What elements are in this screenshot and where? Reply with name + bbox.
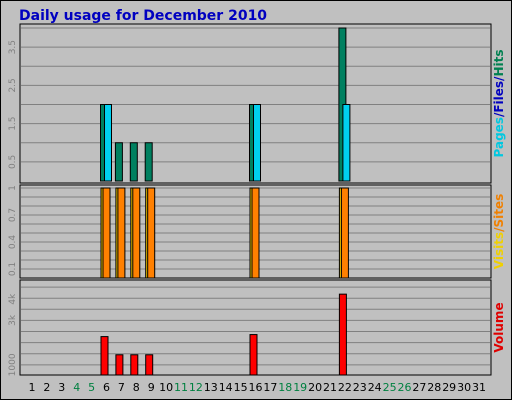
y-tick-label: 3k — [8, 314, 18, 326]
x-tick-label-day-13: 13 — [204, 381, 218, 394]
y-tick-label: 0.1 — [8, 262, 18, 276]
x-tick-label-day-28: 28 — [427, 381, 441, 394]
x-tick-label-day-17: 17 — [263, 381, 277, 394]
axis-title-part: Pages — [492, 117, 506, 157]
bar-volume-day-8 — [130, 354, 139, 376]
x-tick-label-day-6: 6 — [103, 381, 110, 394]
bar-sites-day-7 — [117, 187, 126, 279]
visits-panel-axis-title: Visits/Sites — [492, 194, 506, 270]
bar-hits-day-8 — [129, 142, 138, 182]
x-tick-label-day-1: 1 — [29, 381, 36, 394]
x-tick-label-day-23: 23 — [353, 381, 367, 394]
y-tick-label: 1000 — [8, 353, 18, 376]
x-tick-label-day-5: 5 — [88, 381, 95, 394]
x-tick-label-day-10: 10 — [159, 381, 173, 394]
volume-panel-plot-area — [19, 279, 492, 376]
x-tick-label-day-15: 15 — [234, 381, 248, 394]
x-tick-label-day-4: 4 — [73, 381, 80, 394]
x-axis-labels: 1 2 3 4 5 6 7 8 9 10 11 12 13 14 15 16 17 18 19 20 21 22 23 24 2… — [29, 381, 487, 394]
axis-title-part: Sites — [492, 194, 506, 228]
x-tick-label-day-19: 19 — [293, 381, 307, 394]
bar-sites-day-6 — [102, 187, 111, 279]
x-tick-label-day-7: 7 — [118, 381, 125, 394]
x-tick-label-day-21: 21 — [323, 381, 337, 394]
bar-volume-day-9 — [145, 354, 154, 376]
bar-volume-day-7 — [115, 354, 124, 376]
x-tick-label-day-18: 18 — [278, 381, 292, 394]
x-tick-label-day-27: 27 — [412, 381, 426, 394]
y-tick-label: 4k — [8, 293, 18, 305]
x-tick-label-day-29: 29 — [442, 381, 456, 394]
axis-title-part: / — [492, 76, 506, 81]
x-tick-label-day-26: 26 — [398, 381, 412, 394]
bar-sites-day-22 — [340, 187, 349, 279]
x-tick-label-day-11: 11 — [174, 381, 188, 394]
bar-pages-day-16 — [253, 104, 261, 182]
x-tick-label-day-25: 25 — [383, 381, 397, 394]
bar-hits-day-9 — [144, 142, 153, 182]
bar-volume-day-22 — [338, 293, 347, 376]
hits-panel-axis-title: Pages/Files/Hits — [492, 50, 506, 158]
y-tick-label: 0.5 — [8, 155, 18, 169]
x-tick-label-day-3: 3 — [58, 381, 65, 394]
bar-sites-day-9 — [147, 187, 156, 279]
axis-title-part: / — [492, 227, 506, 232]
bar-hits-day-7 — [114, 142, 123, 182]
y-tick-label: 0.4 — [8, 235, 18, 250]
x-tick-label-day-12: 12 — [189, 381, 203, 394]
y-tick-label: 3.5 — [8, 40, 18, 54]
y-tick-label: 2.5 — [8, 78, 18, 92]
bar-pages-day-22 — [342, 104, 351, 182]
axis-title-part: / — [492, 112, 506, 117]
x-tick-label-day-20: 20 — [308, 381, 322, 394]
bar-volume-day-6 — [100, 336, 109, 376]
x-tick-label-day-14: 14 — [219, 381, 233, 394]
axis-title-part: Files — [492, 81, 506, 113]
volume-panel-axis-title: Volume — [492, 302, 506, 352]
x-tick-label-day-9: 9 — [148, 381, 155, 394]
y-tick-label: 1 — [8, 185, 18, 191]
bar-pages-day-6 — [104, 104, 112, 182]
y-tick-label: 0.7 — [8, 208, 18, 222]
x-tick-label-day-31: 31 — [472, 381, 486, 394]
visits-panel: 0.1 0.4 0.7 1 Visits/Sites — [8, 184, 506, 279]
axis-title-part: Volume — [492, 302, 506, 352]
axis-title-part: Hits — [492, 50, 506, 77]
x-tick-label-day-2: 2 — [43, 381, 50, 394]
bar-sites-day-8 — [132, 187, 141, 279]
x-tick-label-day-16: 16 — [249, 381, 263, 394]
x-tick-label-day-22: 22 — [338, 381, 352, 394]
chart-title: Daily usage for December 2010 — [19, 8, 267, 24]
bar-sites-day-16 — [251, 187, 260, 279]
y-tick-label: 1.5 — [8, 116, 18, 130]
bar-volume-day-16 — [249, 334, 258, 376]
axis-title-part: Visits — [492, 232, 506, 269]
x-tick-label-day-30: 30 — [457, 381, 471, 394]
x-tick-label-day-8: 8 — [133, 381, 140, 394]
x-tick-label-day-24: 24 — [368, 381, 382, 394]
chart-panels: 0.51.52.53.5Pages/Files/Hits0.10.40.71Vi… — [8, 23, 506, 376]
volume-panel: 1000 3k 4k Volume — [8, 279, 506, 376]
